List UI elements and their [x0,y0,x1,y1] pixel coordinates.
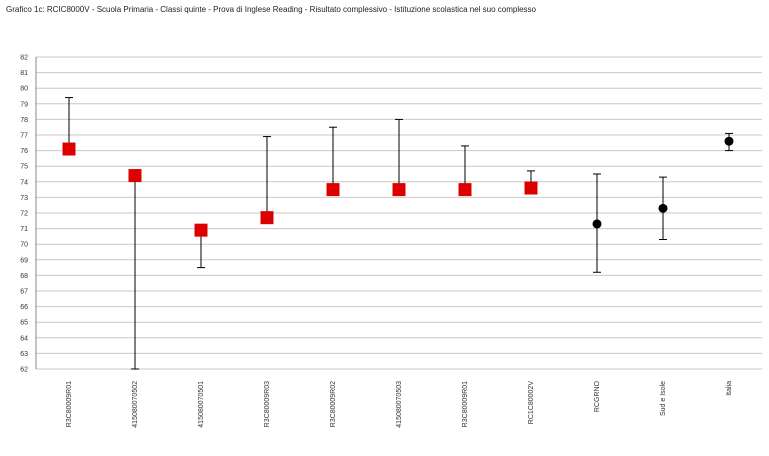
data-point-square [62,142,76,156]
y-tick-label: 80 [20,86,28,93]
y-tick-label: 62 [20,367,28,374]
y-tick-label: 79 [20,101,28,108]
y-tick-label: 65 [20,320,28,327]
y-tick-label: 69 [20,257,28,264]
y-tick-label: 76 [20,148,28,155]
data-point-square [128,169,142,183]
x-tick-label: R3C80009R01 [66,381,73,427]
data-point-square [524,181,538,195]
x-tick-label: 415080070501 [198,381,205,428]
y-tick-label: 72 [20,211,28,218]
x-tick-label: R3C80009R01 [462,381,469,427]
x-tick-label: Sud e Isole [660,381,667,416]
gridlines [36,56,762,370]
y-axis: 82 81 80 79 78 77 76 75 74 73 72 71 70 69 68 67 66 65 64 63… [20,55,37,374]
y-tick-label: 82 [20,55,28,62]
data-point-square [260,211,274,225]
data-markers [62,136,734,237]
y-tick-label: 70 [20,242,28,249]
y-tick-label: 78 [20,117,28,124]
x-tick-label: 415080070503 [396,381,403,428]
y-tick-label: 71 [20,226,28,233]
data-point-circle [658,203,668,213]
data-point-square [458,183,472,197]
data-point-square [392,183,406,197]
y-tick-label: 64 [20,335,28,342]
x-tick-label: RC1C80002V [528,381,535,425]
y-tick-label: 68 [20,273,28,280]
data-point-circle [592,219,602,229]
data-point-square [194,223,208,237]
x-axis: R3C80009R01 415080070502 415080070501 R3C80… [66,380,733,427]
x-tick-label: R3C80009R02 [330,381,337,427]
chart-title: Grafico 1c: RCIC8000V - Scuola Primaria … [6,5,537,14]
y-tick-label: 66 [20,304,28,311]
x-tick-label: Italia [726,381,733,396]
x-tick-label: R3C80009R03 [264,381,271,427]
y-tick-label: 75 [20,164,28,171]
x-tick-label: 415080070502 [132,381,139,428]
y-tick-label: 74 [20,179,28,186]
x-tick-label: RCGRNO [594,380,601,412]
data-point-circle [724,136,734,146]
y-tick-label: 67 [20,289,28,296]
y-tick-label: 73 [20,195,28,202]
y-tick-label: 77 [20,133,28,140]
data-point-square [326,183,340,197]
error-bars [65,97,733,370]
y-tick-label: 81 [20,70,28,77]
y-tick-label: 63 [20,351,28,358]
